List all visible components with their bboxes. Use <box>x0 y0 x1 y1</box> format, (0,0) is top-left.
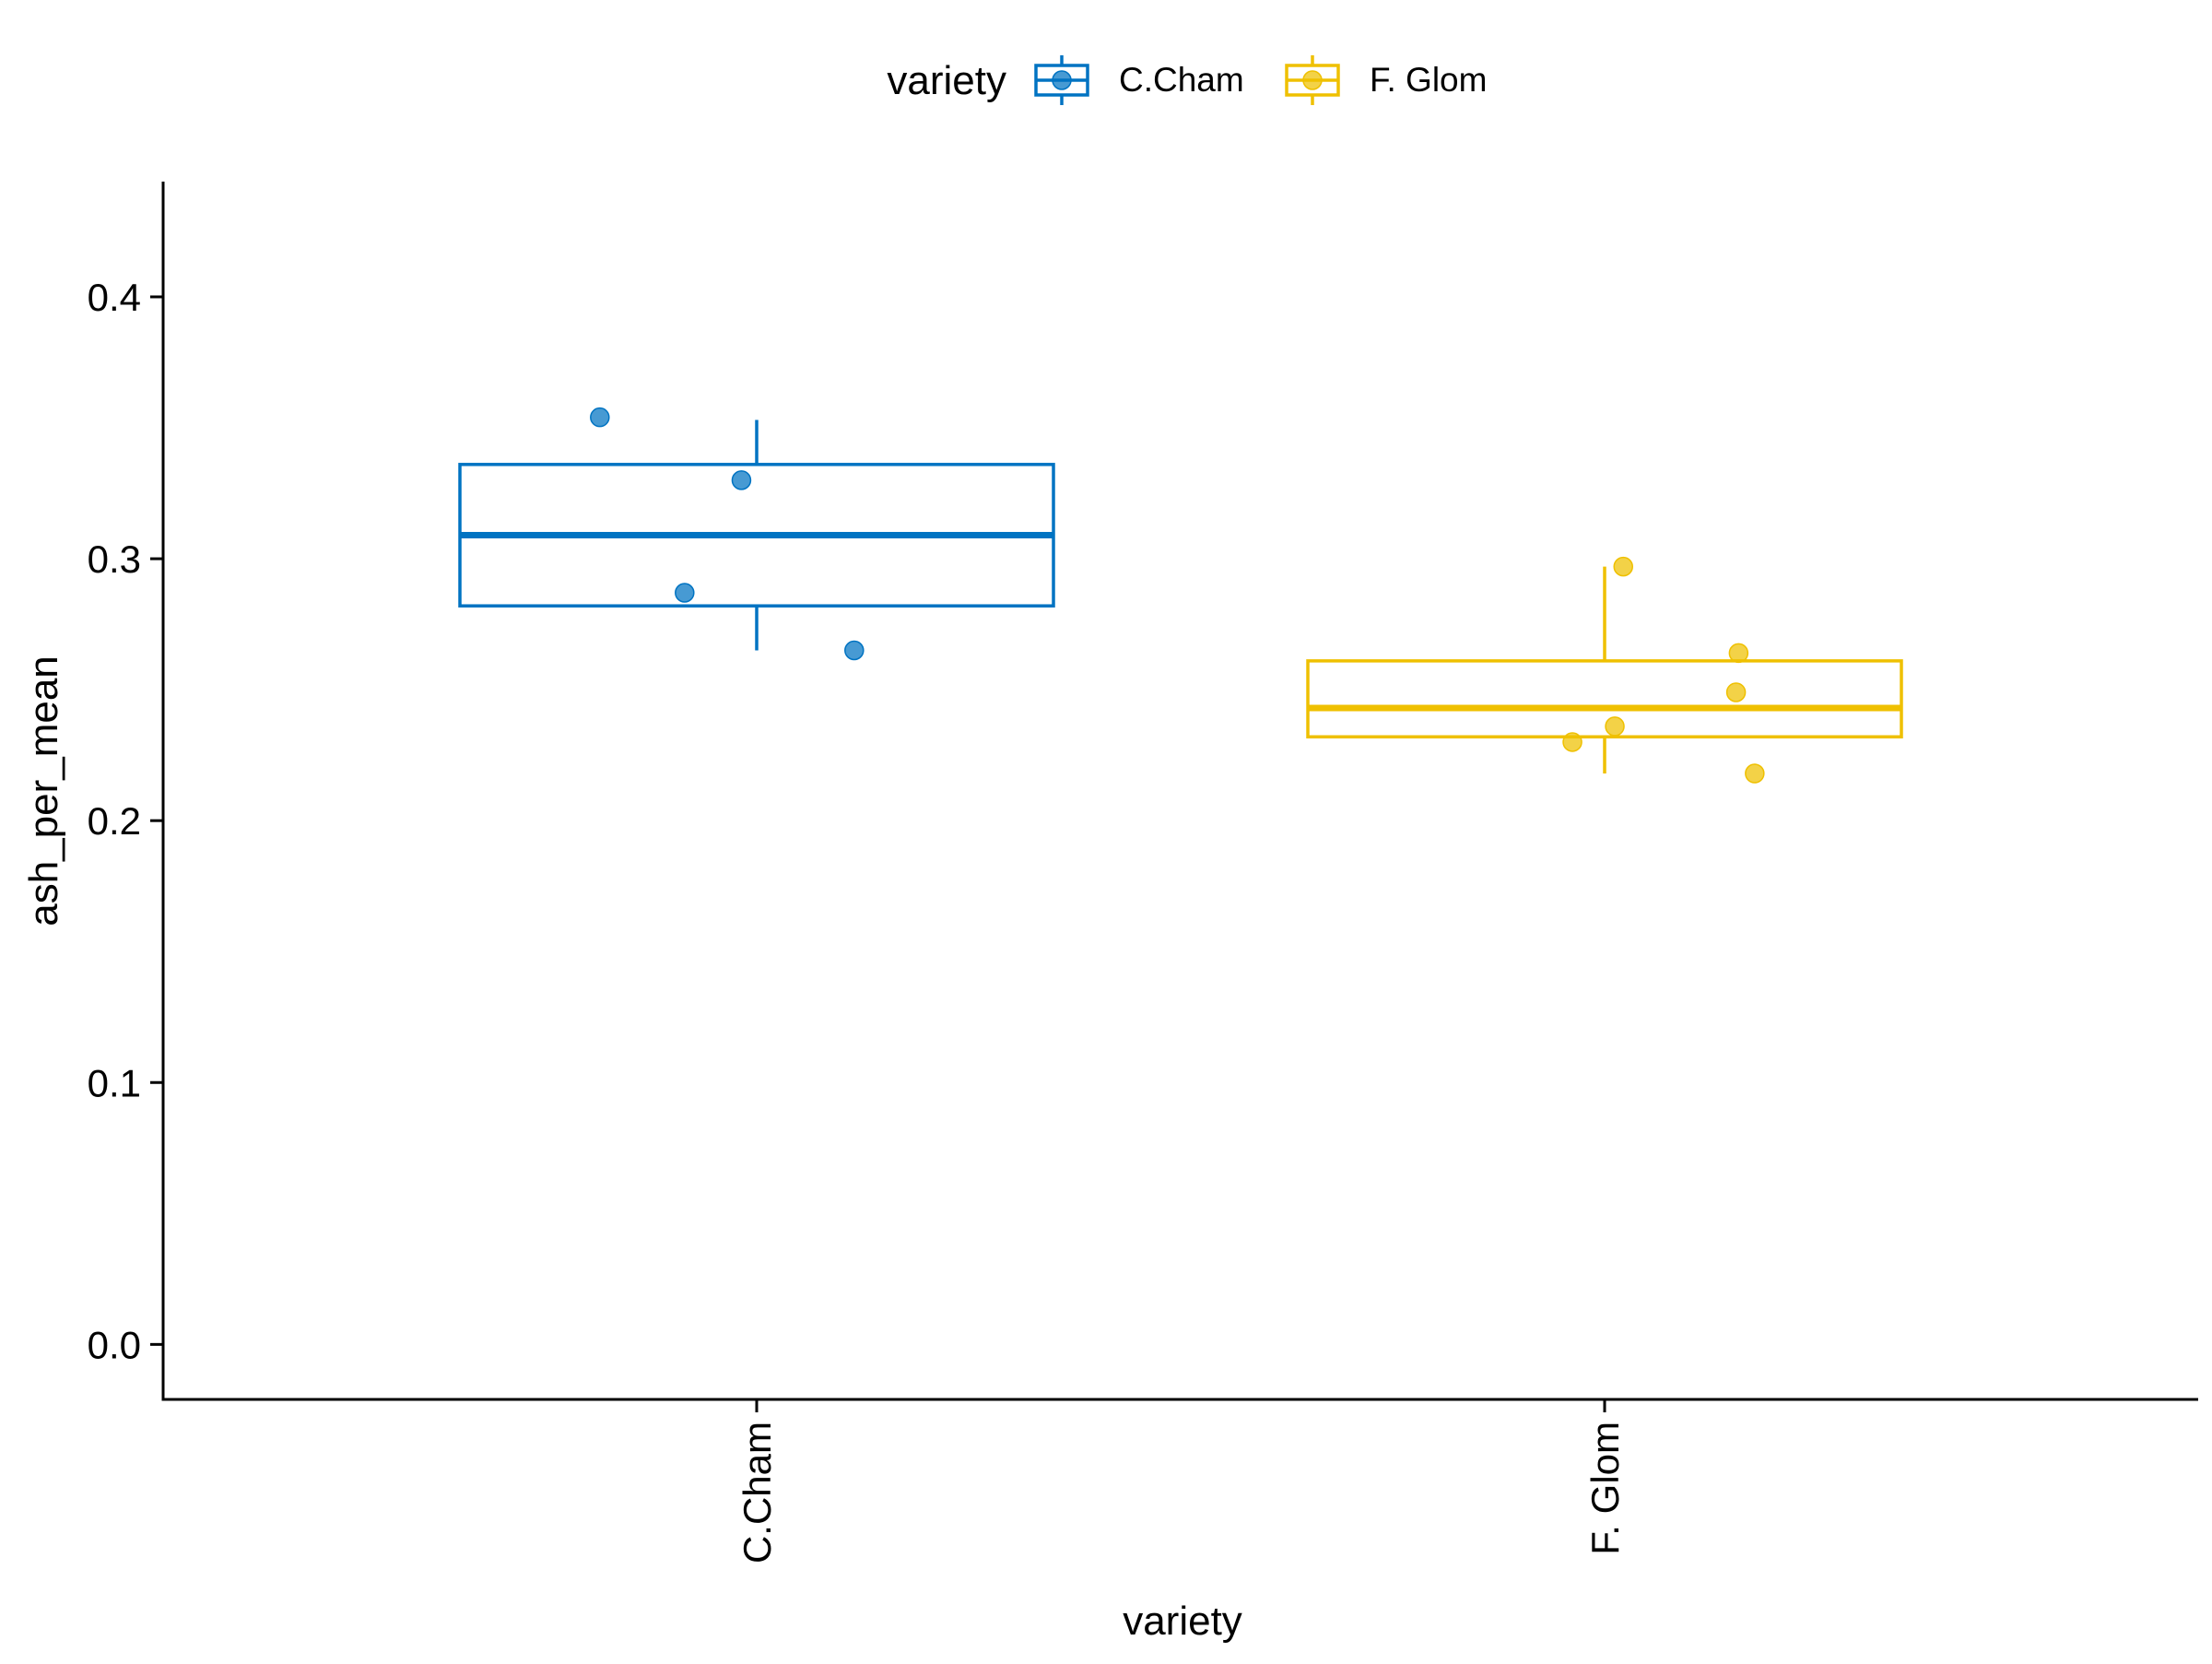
box <box>1306 659 1903 739</box>
y-tick-label: 0.0 <box>88 1323 141 1366</box>
legend: variety C.Cham F. Glom <box>887 55 1487 105</box>
plot-marks <box>458 407 1903 784</box>
legend-key-f-glom: F. Glom <box>1285 55 1487 105</box>
y-tick-label: 0.2 <box>88 799 141 843</box>
data-point <box>731 470 752 490</box>
data-point <box>1728 643 1749 664</box>
legend-title: variety <box>887 58 1006 103</box>
data-point <box>1562 732 1583 752</box>
data-point <box>675 583 695 603</box>
axes: 0.0 0.1 0.2 0.3 0.4 C.Cham F. Glom <box>88 182 2198 1564</box>
box-group-f-glom <box>1306 556 1903 784</box>
legend-key-point <box>1052 70 1072 90</box>
legend-key-point <box>1302 70 1323 90</box>
y-tick-label: 0.1 <box>88 1061 141 1104</box>
data-point <box>844 640 865 661</box>
data-point <box>1605 716 1625 737</box>
box-group-c-cham <box>458 407 1055 661</box>
y-axis-title: ash_per_mean <box>21 655 66 926</box>
x-axis-title: variety <box>1123 1599 1242 1644</box>
legend-label: F. Glom <box>1370 61 1487 99</box>
y-tick-label: 0.3 <box>88 537 141 581</box>
y-tick-label: 0.4 <box>88 276 141 319</box>
data-point <box>1613 556 1633 577</box>
data-point <box>1745 763 1765 784</box>
data-point <box>1725 682 1747 702</box>
x-tick-label: F. Glom <box>1583 1422 1627 1555</box>
legend-label: C.Cham <box>1119 61 1244 99</box>
x-tick-label: C.Cham <box>735 1422 779 1564</box>
legend-key-c-cham: C.Cham <box>1034 55 1244 105</box>
data-point <box>590 407 610 428</box>
